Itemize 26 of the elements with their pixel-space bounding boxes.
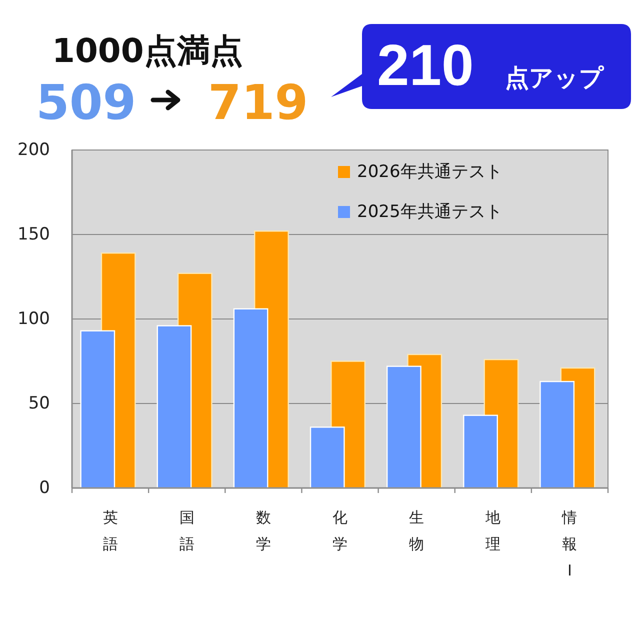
- bar: [386, 366, 422, 489]
- x-tick-label: 地理: [484, 508, 501, 553]
- text: 210: [377, 33, 474, 98]
- chart-title: 1000点満点: [52, 31, 243, 70]
- bar: [80, 330, 116, 489]
- text: 719: [208, 75, 308, 131]
- legend-label: 2025年共通テスト: [357, 202, 502, 222]
- x-tick-label: 情報Ⅰ: [561, 508, 578, 580]
- x-tick-label: 国語: [179, 508, 194, 553]
- y-tick-label: 0: [39, 478, 50, 498]
- bar: [540, 380, 575, 489]
- y-tick-label: 100: [18, 309, 50, 329]
- text: 点アップ: [505, 64, 605, 92]
- bar: [310, 426, 345, 489]
- bar: [156, 325, 192, 489]
- y-tick-label: 200: [18, 140, 50, 160]
- text: 509: [36, 75, 136, 131]
- bar: [463, 414, 498, 489]
- x-tick-label: 英語: [102, 508, 118, 553]
- bar: [233, 308, 268, 489]
- y-tick-label: 150: [18, 224, 50, 244]
- x-tick-label: 数学: [256, 508, 271, 553]
- x-tick-label: 生物: [409, 508, 424, 553]
- legend-label: 2026年共通テスト: [357, 162, 502, 182]
- y-tick-label: 50: [28, 394, 50, 414]
- x-tick-label: 化学: [332, 508, 348, 553]
